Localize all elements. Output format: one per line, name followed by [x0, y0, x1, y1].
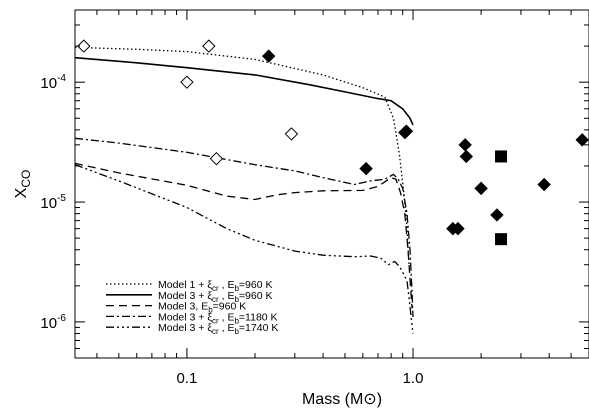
- legend-label-4: Model 3 + ξcr , Eb=1180 K: [158, 311, 278, 325]
- data-point-filled-diamond: [399, 124, 414, 138]
- axis-ticks: [75, 9, 589, 359]
- y-axis-label-main: X: [13, 187, 30, 198]
- data-point-square: [495, 150, 508, 163]
- y-tick-label: 10-6: [40, 313, 66, 332]
- data-point-open-diamond: [284, 127, 299, 141]
- plot-frame: [74, 9, 589, 359]
- y-axis-label-sub: CO: [19, 170, 33, 188]
- y-axis-label: XCO: [13, 170, 33, 199]
- y-tick-label: 10-5: [40, 193, 66, 212]
- data-point-filled-diamond: [459, 149, 474, 164]
- legend-label-5: Model 3 + ξcr , Eb=1740 K: [158, 322, 278, 336]
- y-tick-label: 10-4: [40, 73, 66, 92]
- series-line-1: [74, 46, 410, 265]
- data-point-filled-diamond: [490, 208, 504, 222]
- series-line-5: [74, 164, 414, 334]
- data-point-open-diamond: [209, 151, 224, 166]
- x-tick-label: 0.1: [176, 370, 197, 387]
- data-point-open-diamond: [202, 39, 216, 53]
- data-point-filled-diamond: [451, 221, 465, 236]
- data-point-filled-diamond: [261, 49, 276, 63]
- x-axis-label: Mass (M⊙): [302, 391, 382, 408]
- data-point-square: [495, 233, 508, 246]
- plot-marks: [74, 39, 589, 334]
- data-point-filled-diamond: [537, 177, 551, 192]
- data-point-filled-diamond: [474, 181, 488, 196]
- data-point-filled-diamond: [359, 161, 373, 176]
- series-line-3: [74, 162, 413, 309]
- data-point-open-diamond: [77, 39, 91, 53]
- x-tick-label: 1.0: [403, 370, 424, 387]
- data-point-open-diamond: [180, 75, 194, 89]
- legend-label-3: Model 3, Eb=960 K: [158, 301, 246, 315]
- data-point-filled-diamond: [575, 133, 589, 147]
- axis-tick-labels: 0.1 1.0 10-6 10-5 10-4: [40, 73, 423, 387]
- legend-label-2: Model 3 + ξcr , Eb=960 K: [158, 290, 273, 304]
- svg-text:XCO: XCO: [13, 170, 33, 199]
- data-point-filled-diamond: [458, 138, 472, 152]
- legend-label-1: Model 1 + ξcr , Eb=960 K: [158, 279, 273, 293]
- series-line-2: [74, 56, 414, 126]
